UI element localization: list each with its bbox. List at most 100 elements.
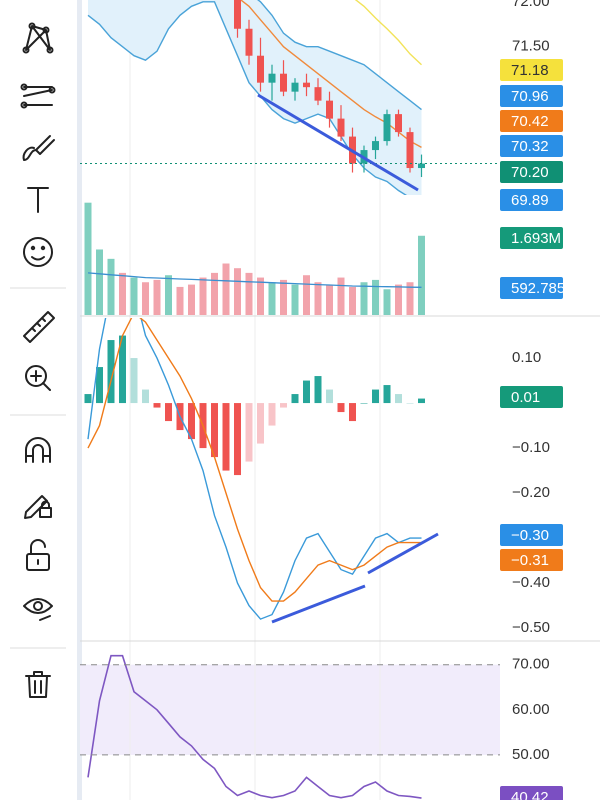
macd-bar (395, 394, 402, 404)
macd-bar (234, 403, 241, 476)
price-tag-label: 70.42 (511, 113, 549, 130)
series-line (87, 1, 408, 195)
price-tag (500, 277, 563, 299)
volume-bar (349, 286, 356, 315)
volume-bar (395, 284, 402, 315)
candle-body (418, 163, 425, 169)
macd-bar (383, 385, 391, 404)
price-tag-label: 70.32 (511, 138, 549, 155)
candle-body (337, 118, 345, 137)
macd-panel (84, 318, 425, 620)
macd-bar (406, 403, 414, 404)
text-tool[interactable] (27, 187, 49, 213)
price-tag (500, 189, 563, 211)
macd-bar (314, 376, 322, 404)
volume-bar (337, 277, 345, 315)
candle-body (257, 55, 264, 83)
emoji-tool[interactable] (23, 237, 53, 267)
brush-tool[interactable] (22, 135, 55, 161)
macd-bar (130, 358, 138, 404)
volume-bar (360, 282, 368, 315)
toolbar-divider (77, 0, 82, 800)
chart-layer: 72.00 71.50 0.10 −0.10 −0.20 −0.40 −0.50 70.00 6… (80, 0, 550, 799)
series-line (87, 654, 422, 799)
price-tag (500, 85, 563, 107)
price-tag (500, 524, 563, 546)
volume-bar (406, 282, 414, 315)
macd-bar (153, 403, 161, 408)
price-panel (87, 0, 425, 195)
price-tag (500, 135, 563, 157)
price-tag-label: −0.31 (511, 552, 549, 569)
lines-tool[interactable] (20, 83, 56, 109)
volume-bar (153, 279, 161, 315)
candle-body (326, 100, 333, 119)
volume-bar (84, 202, 92, 315)
y-tick-label: −0.10 (512, 439, 550, 456)
y-tick-label: −0.40 (512, 574, 550, 591)
macd-bar (107, 340, 115, 404)
volume-bar (130, 277, 138, 315)
price-tag-label: 69.89 (511, 192, 549, 209)
macd-bar (418, 398, 425, 404)
candle-body (372, 141, 379, 151)
magnet-tool[interactable] (25, 437, 51, 463)
volume-bar (291, 284, 299, 315)
volume-bar (199, 277, 207, 315)
unlock-tool[interactable] (26, 539, 50, 571)
volume-bar (211, 272, 218, 315)
macd-bar (337, 403, 345, 413)
zoom-tool[interactable] (25, 365, 51, 391)
series-line (87, 272, 422, 288)
volume-bar (176, 286, 184, 315)
price-tag-label: 70.20 (511, 164, 549, 181)
volume-bar (245, 272, 253, 315)
candle-body (383, 114, 391, 142)
candle-body (280, 73, 287, 92)
y-tick-label: 71.50 (512, 38, 550, 55)
macd-bar (142, 389, 149, 404)
lock-drawings[interactable] (24, 495, 52, 519)
candle-body (314, 87, 322, 101)
y-tick-label: −0.50 (512, 619, 550, 636)
band-fill (88, 0, 422, 195)
volume-panel (84, 202, 425, 315)
y-tick-label: 60.00 (512, 701, 550, 718)
price-tags: 71.18 70.96 70.42 70.32 70.20 69.89 1.693M 592.… (500, 59, 575, 800)
volume-bar (280, 279, 287, 315)
trend-line (271, 584, 366, 624)
price-tag (500, 110, 563, 132)
price-tag-label: 40.42 (511, 789, 549, 800)
volume-bar (96, 249, 103, 315)
macd-bar (222, 403, 230, 471)
price-tag-label: 71.18 (511, 62, 549, 79)
ruler-tool[interactable] (23, 311, 55, 343)
toolbar (10, 0, 82, 800)
volume-bar (372, 279, 379, 315)
volume-bar (303, 275, 310, 315)
macd-bar (280, 403, 287, 408)
macd-bar (268, 403, 276, 426)
panel-backgrounds (80, 664, 500, 755)
candle-body (234, 0, 241, 29)
trend-line (367, 532, 439, 575)
macd-bar (245, 403, 253, 462)
volume-bar (257, 277, 264, 315)
series-line (257, 0, 422, 111)
macd-bar (349, 403, 356, 422)
pattern-tool[interactable] (22, 22, 54, 54)
y-tick-label: 72.00 (512, 0, 550, 10)
trend-line (257, 93, 419, 192)
candle-body (291, 82, 299, 92)
price-tag-label: 592.785K (511, 280, 575, 297)
macd-bar (291, 394, 299, 404)
delete-tool[interactable] (25, 671, 51, 698)
macd-bar (303, 380, 310, 404)
visibility-tool[interactable] (23, 598, 53, 621)
volume-bar (314, 282, 322, 315)
y-tick-label: 0.10 (512, 349, 541, 366)
volume-bar (107, 258, 115, 315)
price-tag (500, 549, 563, 571)
macd-bar (360, 403, 368, 404)
